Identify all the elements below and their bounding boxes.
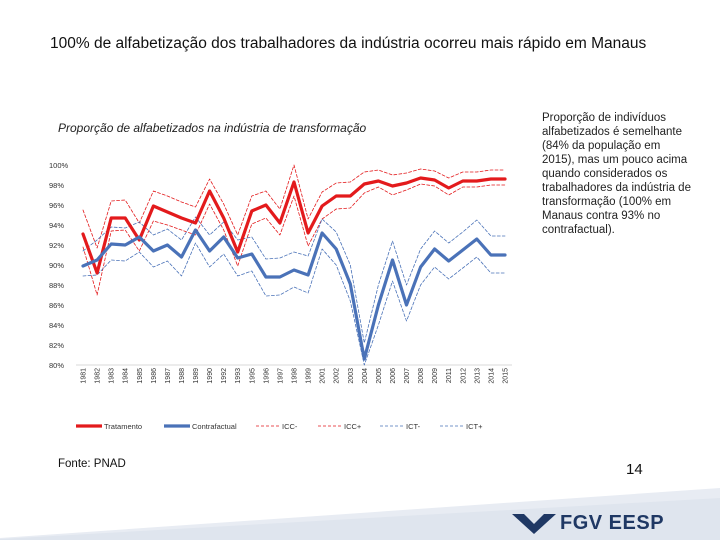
series-line-icc-minus	[82, 183, 506, 296]
x-tick-label: 2009	[432, 368, 439, 384]
y-tick-label: 80%	[49, 361, 64, 370]
series-line-tratamento	[81, 176, 507, 275]
y-axis: 80% 82% 84% 86% 88% 90% 92% 94% 96% 98% 100%	[49, 161, 69, 370]
x-tick-label: 2011	[446, 368, 453, 383]
y-tick-label: 98%	[49, 181, 64, 190]
series-layer	[81, 164, 507, 366]
x-tick-label: 1989	[193, 368, 200, 384]
y-tick-label: 100%	[49, 161, 69, 170]
x-tick-label: 2012	[460, 368, 467, 384]
x-tick-label: 1981	[81, 368, 88, 384]
x-tick-label: 1984	[123, 368, 130, 384]
legend-label-icc-minus: ICC-	[282, 422, 298, 431]
x-tick-label: 2008	[418, 368, 425, 384]
x-tick-label: 2004	[362, 368, 369, 384]
x-tick-label: 1986	[151, 368, 158, 384]
y-tick-label: 96%	[49, 201, 64, 210]
x-tick-label: 1983	[109, 368, 116, 384]
y-tick-label: 90%	[49, 261, 64, 270]
x-tick-label: 2003	[348, 368, 355, 384]
fgv-arrow-logo-icon	[512, 514, 556, 534]
x-tick-label: 1997	[277, 368, 284, 384]
y-tick-label: 84%	[49, 321, 64, 330]
x-tick-label: 2007	[404, 368, 411, 384]
x-tick-label: 2001	[320, 368, 327, 384]
y-tick-label: 88%	[49, 281, 64, 290]
chart-title: Proporção de alfabetizados na indústria …	[58, 121, 367, 135]
x-tick-label: 1988	[179, 368, 186, 384]
footer-band	[0, 488, 720, 540]
source-note: Fonte: PNAD	[58, 458, 126, 470]
side-annotation: Proporção de indivíduos alfabetizados é …	[542, 112, 691, 236]
y-tick-label: 92%	[49, 241, 64, 250]
y-tick-label: 86%	[49, 301, 64, 310]
x-tick-label: 1982	[95, 368, 102, 384]
x-tick-label: 1999	[306, 368, 313, 384]
x-tick-label: 2006	[390, 368, 397, 384]
x-tick-label: 2013	[474, 368, 481, 384]
x-tick-label: 2005	[376, 368, 383, 384]
x-tick-label: 2015	[502, 368, 509, 384]
page-number: 14	[626, 461, 643, 478]
line-chart: 80%82%84%86%88%90%92%94%96%98%100% 1981 1…	[49, 161, 512, 431]
x-tick-label: 2014	[488, 368, 495, 384]
y-tick-label: 94%	[49, 221, 64, 230]
x-tick-label: 1996	[263, 368, 270, 384]
x-axis: 1981 1982 1983 1984 1985 1986 1987 1988 1989 1990…	[76, 364, 512, 384]
series-line-icc-plus	[82, 164, 506, 249]
legend-label-ict-plus: ICT+	[466, 422, 483, 431]
x-tick-label: 1993	[235, 368, 242, 384]
legend: Tratamento Contrafactual ICC- ICC+ ICT- ICT+	[76, 422, 483, 431]
slide-title: 100% de alfabetização dos trabalhadores …	[50, 35, 647, 52]
series-line-ict-plus	[82, 216, 506, 344]
x-tick-label: 1998	[292, 368, 299, 384]
x-tick-label: 1990	[207, 368, 214, 384]
x-tick-label: 1987	[165, 368, 172, 384]
series-line-contrafactual	[81, 228, 507, 361]
legend-label-ict-minus: ICT-	[406, 422, 421, 431]
legend-label-tratamento: Tratamento	[104, 422, 142, 431]
legend-label-contrafactual: Contrafactual	[192, 422, 237, 431]
x-tick-label: 1992	[221, 368, 228, 384]
series-line-ict-minus	[82, 242, 506, 366]
x-tick-label: 1985	[137, 368, 144, 384]
logo-text: FGV EESP	[560, 512, 665, 534]
legend-label-icc-plus: ICC+	[344, 422, 362, 431]
x-tick-label: 2002	[334, 368, 341, 384]
x-tick-label: 1995	[249, 368, 256, 384]
y-tick-label: 82%	[49, 341, 64, 350]
